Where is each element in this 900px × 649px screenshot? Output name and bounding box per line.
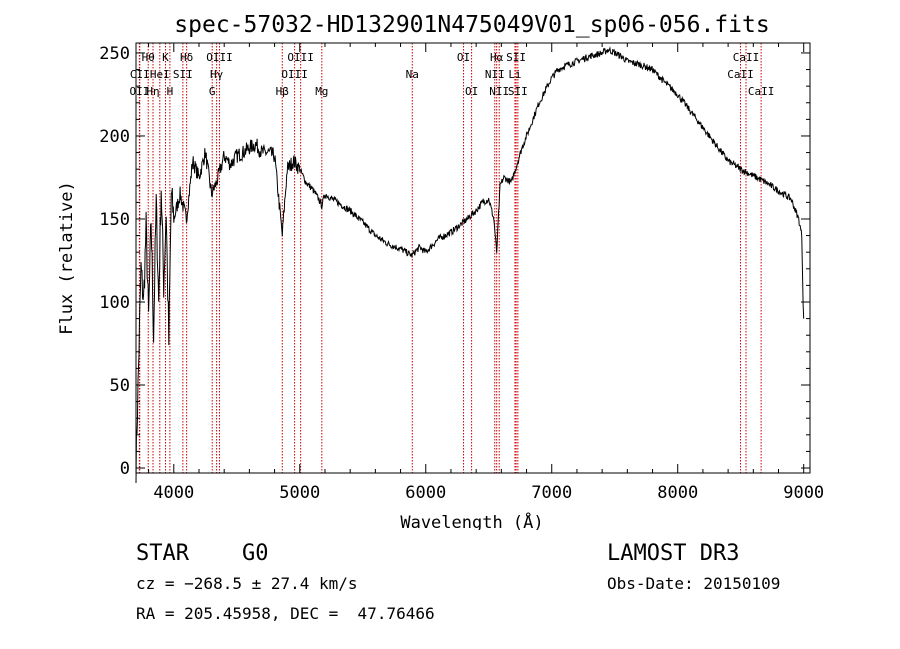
line-marker-label: CII xyxy=(130,68,150,81)
spectrum-series-line xyxy=(135,46,805,484)
observation-date: Obs-Date: 20150109 xyxy=(607,574,781,593)
line-marker-label: G xyxy=(209,85,216,98)
y-axis: 0 50 100 150 200 250 xyxy=(99,44,810,479)
x-tick-label: 6000 xyxy=(405,483,446,503)
x-tick-label: 7000 xyxy=(531,483,572,503)
line-marker-label: Hβ xyxy=(276,85,290,98)
line-marker-label: Hα xyxy=(490,51,504,64)
object-subclass: G0 xyxy=(242,541,269,566)
chart-title: spec-57032-HD132901N475049V01_sp06-056.f… xyxy=(174,12,769,38)
line-marker-label: Na xyxy=(406,68,419,81)
line-marker-label: HeI xyxy=(150,68,170,81)
line-marker-label: OIII xyxy=(281,68,308,81)
line-marker-label: OI xyxy=(465,85,478,98)
line-marker-label: OIII xyxy=(206,51,233,64)
coordinates: RA = 205.45958, DEC = 47.76466 xyxy=(136,604,435,623)
redshift-velocity: cz = −268.5 ± 27.4 km/s xyxy=(136,574,358,593)
line-marker-label: Hδ xyxy=(180,51,193,64)
line-marker-label: Li xyxy=(508,68,521,81)
line-marker-label: H xyxy=(167,85,174,98)
line-marker-label: Mg xyxy=(315,85,328,98)
line-marker-label: Hθ xyxy=(142,51,155,64)
survey-name: LAMOST DR3 xyxy=(607,541,740,566)
x-axis-label: Wavelength (Å) xyxy=(400,511,543,530)
x-tick-label: 5000 xyxy=(279,483,320,503)
line-markers xyxy=(138,43,762,473)
y-tick-label: 200 xyxy=(99,127,130,147)
line-marker-label: SII xyxy=(508,85,528,98)
line-marker-label: NII xyxy=(485,68,505,81)
line-marker-label: Hη xyxy=(146,85,159,98)
x-tick-label: 9000 xyxy=(783,483,824,503)
spectrum-chart: spec-57032-HD132901N475049V01_sp06-056.f… xyxy=(57,12,824,533)
line-marker-labels: CII OII Hθ Hη HeI K H SII Hδ OIII Hγ G Hβ OIII OIII Mg N… xyxy=(129,51,774,98)
y-tick-label: 100 xyxy=(99,293,130,313)
line-marker-label: CaII xyxy=(748,85,775,98)
line-marker-label: OIII xyxy=(287,51,314,64)
line-marker-label: SII xyxy=(506,51,526,64)
x-axis: 4000 5000 6000 7000 8000 9000 xyxy=(148,43,824,503)
object-class: STAR xyxy=(136,541,189,566)
line-marker-label: OII xyxy=(129,85,149,98)
line-marker-label: NII xyxy=(489,85,509,98)
y-tick-label: 150 xyxy=(99,210,130,230)
plot-frame xyxy=(135,42,811,474)
line-marker-label: Hγ xyxy=(210,68,224,81)
y-tick-label: 50 xyxy=(110,376,130,396)
line-marker-label: CaII xyxy=(727,68,754,81)
line-marker-label: SII xyxy=(173,68,193,81)
y-tick-label: 0 xyxy=(120,459,130,479)
x-tick-label: 4000 xyxy=(153,483,194,503)
line-marker-label: CaII xyxy=(733,51,760,64)
line-marker-label: OI xyxy=(457,51,470,64)
line-marker-label: K xyxy=(162,51,169,64)
y-axis-label: Flux (relative) xyxy=(57,181,77,335)
y-tick-label: 250 xyxy=(99,44,130,64)
x-tick-label: 8000 xyxy=(657,483,698,503)
